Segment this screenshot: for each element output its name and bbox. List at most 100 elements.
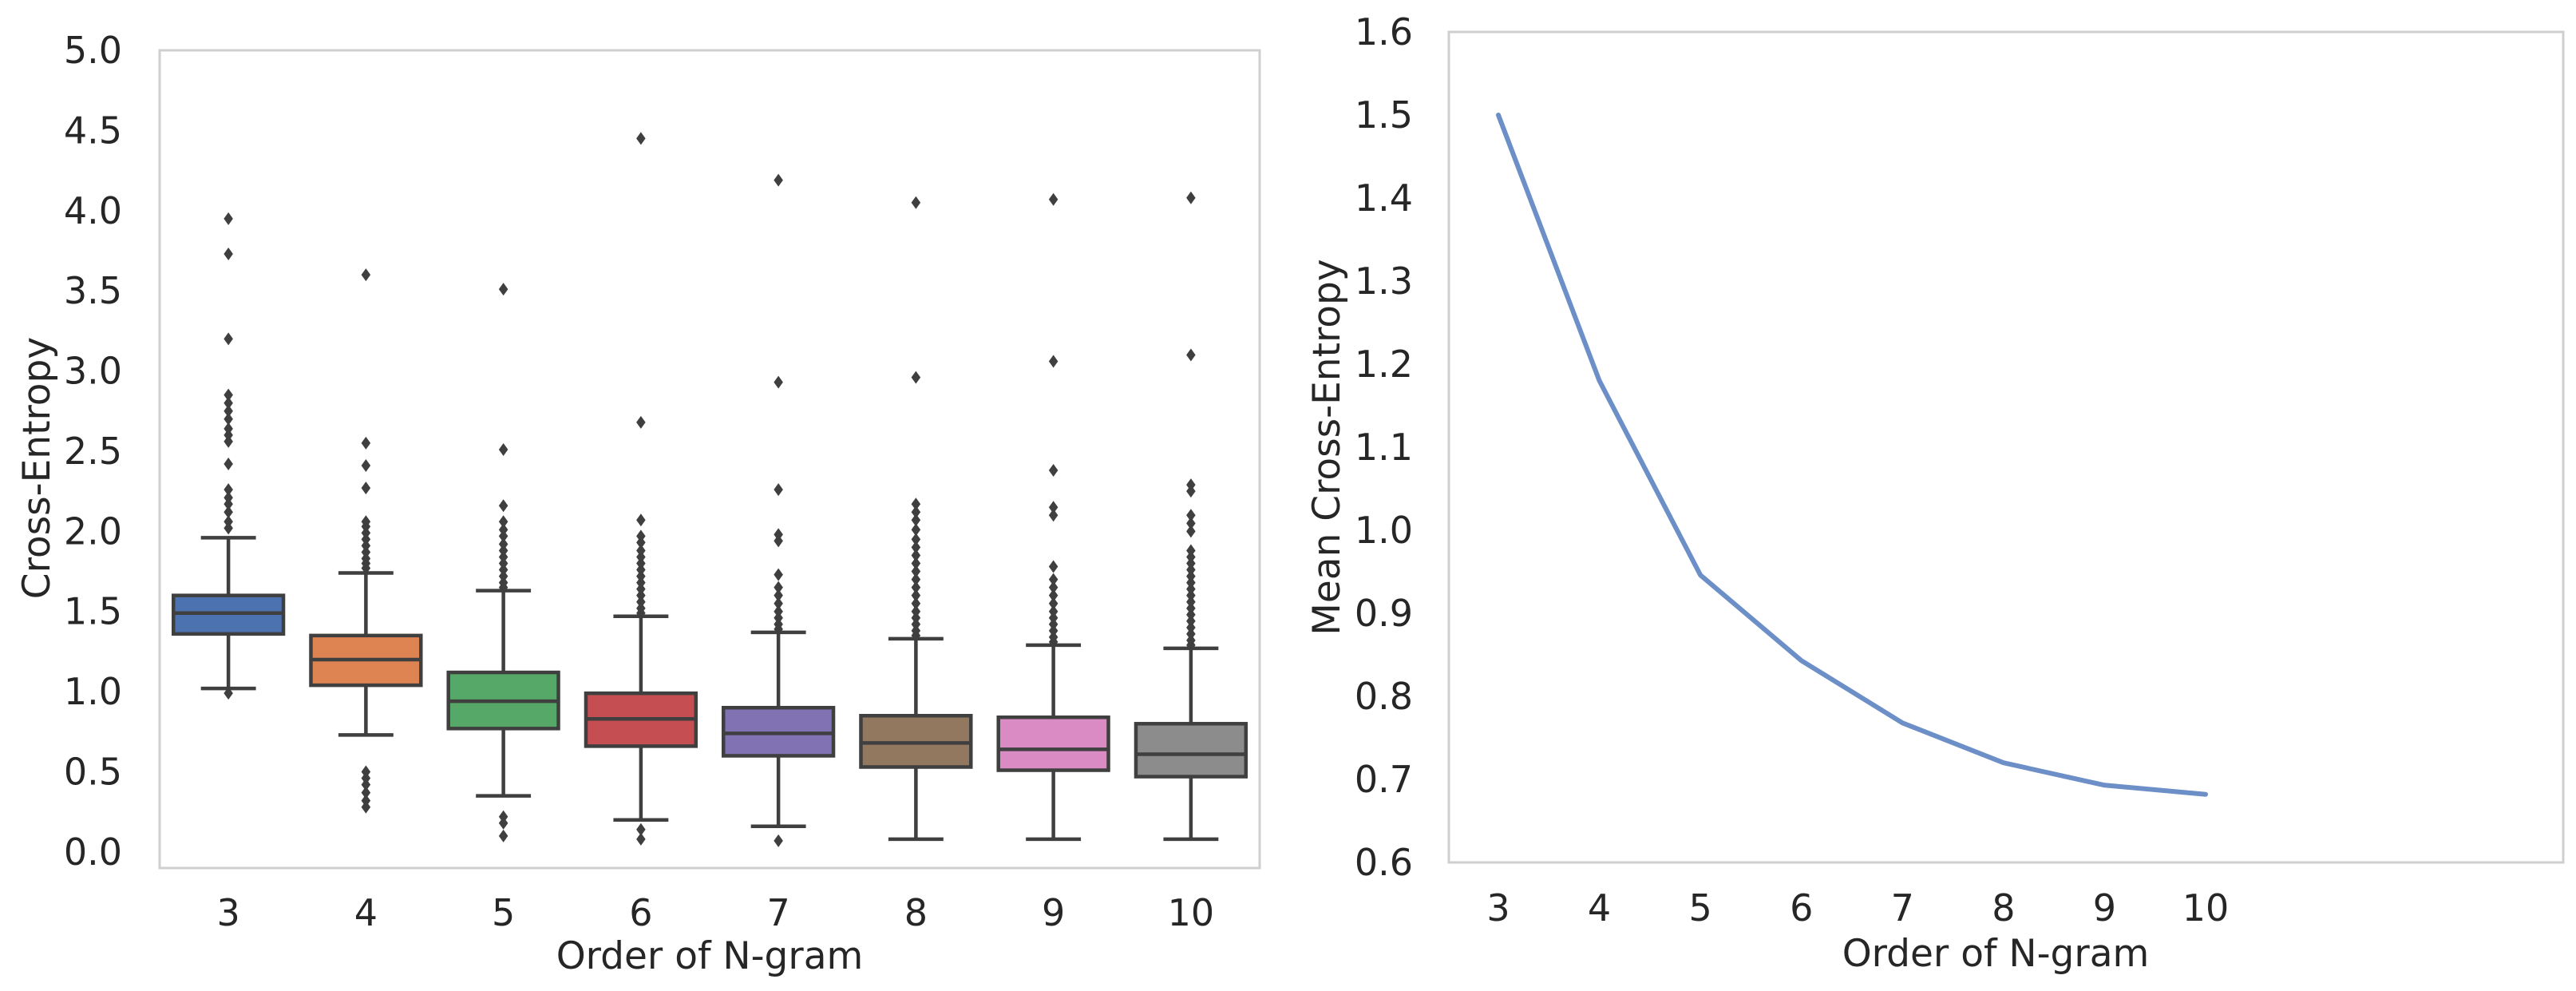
- outlier-point: [1186, 614, 1196, 628]
- line-chart-y-ticks: 0.6 0.7 0.8 0.9 1.0 1.1 1.2 1.3 1.4 1.5 1.6: [1355, 10, 1413, 884]
- outlier-point: [361, 268, 371, 282]
- outlier-point: [636, 569, 646, 583]
- outlier-point: [774, 605, 783, 618]
- box-plot-x-tick-label: 8: [904, 891, 928, 934]
- outlier-point: [361, 800, 371, 814]
- outlier-point: [224, 483, 233, 497]
- outlier-point: [636, 557, 646, 570]
- outlier-point: [1186, 525, 1196, 538]
- box-plot-marks: [171, 132, 1248, 847]
- line-chart-x-tick-label: 7: [1891, 886, 1914, 930]
- box-plot-x-tick-label: 9: [1042, 891, 1065, 934]
- outlier-point: [498, 563, 508, 577]
- line-chart-y-tick-label: 0.9: [1355, 592, 1413, 635]
- outlier-point: [224, 497, 233, 511]
- outlier-point: [224, 332, 233, 346]
- outlier-point: [774, 173, 783, 187]
- outlier-point: [498, 544, 508, 557]
- line-chart-x-tick-label: 5: [1688, 886, 1711, 930]
- outlier-point: [911, 557, 921, 570]
- outlier-point: [774, 483, 783, 497]
- outlier-point: [911, 624, 921, 637]
- outlier-point: [498, 442, 508, 456]
- line-point-6: [1801, 660, 1802, 661]
- outlier-point: [911, 513, 921, 527]
- outlier-point: [1048, 630, 1058, 644]
- outlier-point: [224, 212, 233, 225]
- line-chart-x-tick-label: 4: [1588, 886, 1611, 930]
- outlier-point: [636, 595, 646, 608]
- outlier-point: [774, 611, 783, 624]
- line-chart-x-tick-label: 10: [2182, 886, 2230, 930]
- outlier-point: [636, 582, 646, 596]
- outlier-point: [361, 526, 371, 540]
- outlier-point: [1186, 557, 1196, 570]
- outlier-point: [1048, 611, 1058, 624]
- outlier-point: [1186, 620, 1196, 634]
- box-plot-y-tick-label: 2.5: [64, 430, 122, 473]
- line-chart-y-tick-label: 1.5: [1355, 93, 1413, 137]
- line-chart-y-tick-label: 1.4: [1355, 176, 1413, 220]
- outlier-point: [224, 458, 233, 471]
- outlier-point: [774, 597, 783, 610]
- outlier-point: [911, 565, 921, 578]
- outlier-point: [224, 247, 233, 260]
- outlier-point: [1186, 589, 1196, 602]
- box-plot-x-ticks: 3 4 5 6 7 8 9 10: [216, 891, 1214, 934]
- box-plot-y-tick-label: 1.5: [64, 590, 122, 633]
- outlier-point: [774, 528, 783, 541]
- line-chart-frame: [1447, 30, 2565, 864]
- box-plot-frame: [158, 49, 1261, 870]
- outlier-point: [911, 605, 921, 618]
- outlier-point: [636, 550, 646, 564]
- outlier-point: [498, 816, 508, 830]
- line-point-10: [2205, 794, 2206, 795]
- outlier-point: [911, 589, 921, 602]
- box-group-5: [446, 283, 560, 842]
- outlier-point: [636, 544, 646, 557]
- outlier-point: [911, 611, 921, 624]
- outlier-point: [774, 617, 783, 631]
- line-chart-y-tick-label: 1.6: [1355, 10, 1413, 54]
- outlier-point: [636, 576, 646, 589]
- outlier-point: [1048, 464, 1058, 478]
- outlier-point: [774, 581, 783, 594]
- outlier-point: [361, 545, 371, 559]
- outlier-point: [1186, 608, 1196, 621]
- box-group-6: [584, 132, 698, 846]
- line-chart-y-tick-label: 0.7: [1355, 758, 1413, 801]
- outlier-point: [774, 375, 783, 389]
- outlier-point: [911, 371, 921, 384]
- outlier-point: [1048, 624, 1058, 637]
- outlier-point: [1048, 501, 1058, 514]
- box-group-7: [721, 173, 836, 847]
- outlier-point: [636, 132, 646, 145]
- outlier-point: [498, 515, 508, 529]
- outlier-point: [498, 810, 508, 823]
- line-chart-x-tick-label: 6: [1790, 886, 1813, 930]
- outlier-point: [361, 533, 371, 546]
- outlier-point: [1186, 191, 1196, 204]
- outlier-point: [224, 515, 233, 529]
- outlier-point: [1186, 633, 1196, 647]
- outlier-point: [636, 536, 646, 549]
- outlier-point: [636, 832, 646, 846]
- outlier-point: [224, 388, 233, 402]
- outlier-point: [1186, 563, 1196, 577]
- box-group-10: [1134, 191, 1248, 842]
- outlier-point: [498, 283, 508, 296]
- outlier-point: [636, 601, 646, 615]
- outlier-point: [1186, 478, 1196, 492]
- outlier-point: [1186, 517, 1196, 530]
- outlier-point: [1186, 595, 1196, 608]
- outlier-point: [498, 569, 508, 583]
- outlier-point: [636, 513, 646, 527]
- outlier-point: [361, 778, 371, 791]
- outlier-point: [498, 523, 508, 537]
- outlier-point: [774, 534, 783, 548]
- outlier-point: [224, 412, 233, 426]
- outlier-point: [498, 557, 508, 570]
- outlier-point: [911, 581, 921, 594]
- box-plot-x-tick-label: 4: [354, 891, 378, 934]
- outlier-point: [498, 550, 508, 564]
